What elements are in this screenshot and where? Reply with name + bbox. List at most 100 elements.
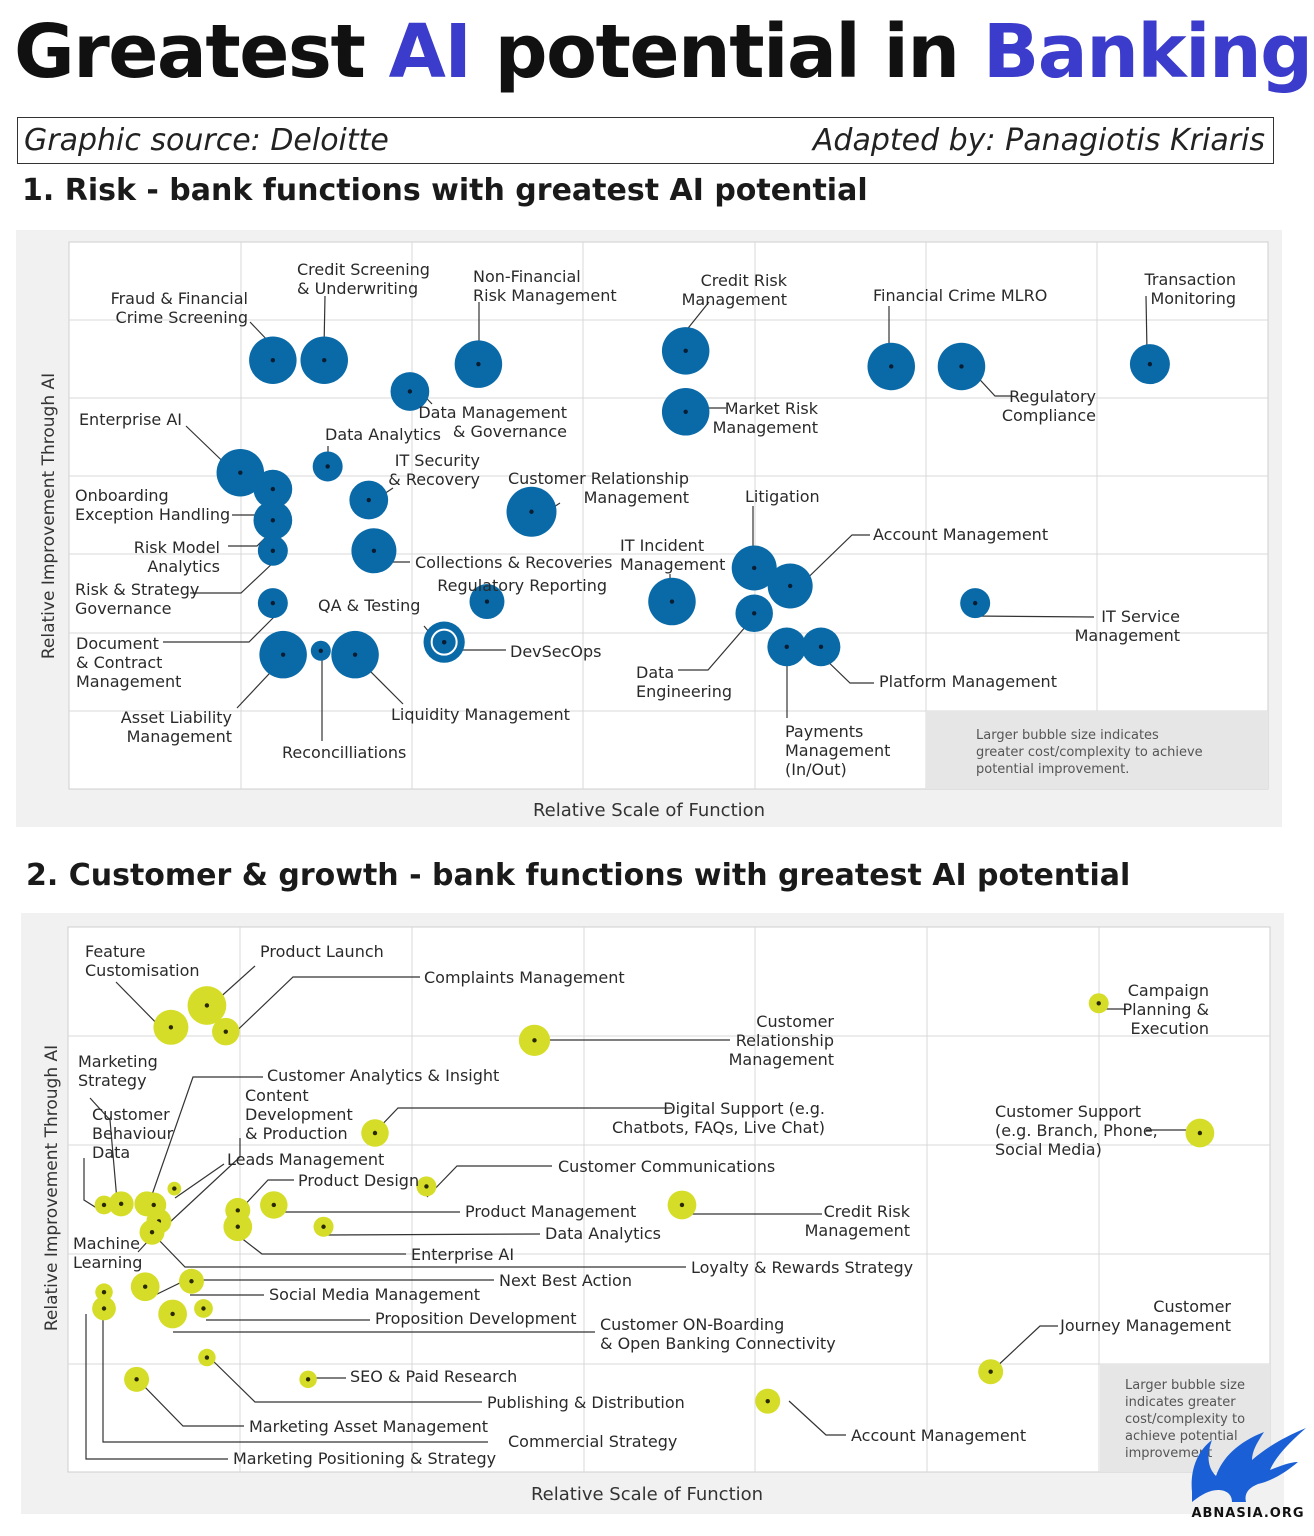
bubble-center-dot	[988, 1369, 993, 1374]
bubble-center-dot	[372, 1130, 378, 1136]
adapted-by: Adapted by: Panagiotis Kriaris	[812, 123, 1265, 158]
label-account-management: Account Management	[873, 525, 1048, 544]
leader-line	[190, 560, 276, 594]
bubble-center-dot	[189, 1279, 194, 1284]
bubble-center-dot	[752, 565, 757, 571]
bubble-size-note: Larger bubble size indicates greater cost/…	[1125, 1378, 1245, 1461]
bubble-center-dot	[366, 497, 371, 503]
label-machine-learning: Machine Learning	[73, 1234, 142, 1272]
label-onboarding-exception-handling: Onboarding Exception Handling	[75, 486, 230, 524]
y-axis-label: Relative Improvement Through AI	[39, 373, 59, 659]
label-proposition-development: Proposition Development	[375, 1309, 577, 1328]
bubble-center-dot	[818, 644, 824, 650]
leader-line	[205, 1353, 482, 1403]
label-publishing-distribution: Publishing & Distribution	[487, 1393, 685, 1412]
bubble-center-dot	[170, 1311, 175, 1317]
bubble-center-dot	[305, 1377, 311, 1382]
bubble-center-dot	[270, 518, 276, 523]
label-risk-model-analytics: Risk Model Analytics	[134, 538, 220, 576]
label-payments-management-in-out: Payments Management (In/Out)	[785, 722, 890, 779]
bubble-center-dot	[238, 470, 243, 475]
bubble-center-dot	[280, 652, 286, 657]
label-customer-relationship-management: Customer Relationship Management	[729, 1012, 835, 1069]
bubble-center-dot	[204, 1355, 210, 1360]
abnasia-logo: ABNASIA.ORG	[1191, 1428, 1306, 1520]
leader-line	[85, 1314, 228, 1460]
label-customer-relationship-management: Customer Relationship Management	[508, 469, 689, 507]
main-title: Greatest AI potential in Banking	[14, 9, 1313, 95]
leader-line	[788, 1400, 846, 1436]
label-financial-crime-mlro: Financial Crime MLRO	[873, 286, 1047, 305]
bubble-size-note: Larger bubble size indicates greater cost…	[976, 728, 1203, 777]
bubble-center-dot	[168, 1025, 174, 1030]
label-next-best-action: Next Best Action	[499, 1271, 632, 1290]
leader-line	[992, 1325, 1058, 1371]
label-regulatory-compliance: Regulatory Compliance	[1002, 387, 1096, 425]
risk-section-heading: 1. Risk - bank functions with greatest A…	[22, 173, 868, 208]
bubble-center-dot	[1197, 1130, 1203, 1136]
bubble-center-dot	[270, 548, 276, 553]
risk-bubble-chart: Larger bubble size indicates greater cost…	[16, 230, 1282, 827]
label-liquidity-management: Liquidity Management	[391, 705, 570, 724]
bubble-center-dot	[679, 1202, 685, 1208]
label-customer-support-e-g-branch-phone-social-media: Customer Support (e.g. Branch, Phone, Soci…	[995, 1102, 1158, 1159]
bubble-center-dot	[407, 389, 413, 394]
label-data-analytics: Data Analytics	[545, 1224, 661, 1243]
leader-line	[224, 976, 420, 1043]
bubble-center-dot	[889, 364, 894, 369]
bubble-center-dot	[101, 1306, 107, 1311]
x-axis-label: Relative Scale of Function	[531, 1484, 763, 1505]
label-market-risk-management: Market Risk Management	[713, 399, 819, 437]
bubble-center-dot	[204, 1003, 210, 1008]
bubble-center-dot	[151, 1202, 156, 1208]
label-customer-behaviour-data: Customer Behaviour Data	[92, 1105, 174, 1162]
label-customer-communications: Customer Communications	[558, 1157, 775, 1176]
label-non-financial-risk-management: Non-Financial Risk Management	[473, 267, 617, 305]
bubble-center-dot	[235, 1224, 240, 1229]
label-data-analytics: Data Analytics	[325, 425, 441, 444]
bubble-center-dot	[424, 1184, 429, 1189]
bubble-center-dot	[318, 648, 324, 653]
label-customer-on-boarding-open-banking-connectivity: Customer ON-Boarding & Open Banking Conne…	[600, 1315, 836, 1353]
label-data-management-governance: Data Management & Governance	[418, 403, 567, 441]
label-litigation: Litigation	[745, 487, 820, 506]
label-credit-risk-management: Credit Risk Management	[805, 1202, 911, 1240]
x-axis-label: Relative Scale of Function	[533, 800, 765, 821]
label-enterprise-ai: Enterprise AI	[79, 410, 182, 429]
bubble-center-dot	[321, 1224, 326, 1229]
leader-line	[137, 1379, 244, 1427]
label-product-management: Product Management	[465, 1202, 636, 1221]
leader-line	[89, 1097, 119, 1213]
graphic-source: Graphic source: Deloitte	[24, 123, 389, 158]
label-marketing-strategy: Marketing Strategy	[78, 1052, 158, 1090]
bubble-center-dot	[484, 599, 490, 604]
leader-line	[239, 1179, 294, 1211]
leader-line	[163, 616, 275, 643]
label-product-design: Product Design	[298, 1171, 419, 1190]
label-collections-recoveries: Collections & Recoveries	[415, 553, 612, 572]
bubble-center-dot	[371, 548, 377, 553]
label-reconcilliations: Reconcilliations	[282, 743, 406, 762]
leader-line	[1145, 295, 1148, 353]
label-marketing-asset-management: Marketing Asset Management	[249, 1417, 488, 1436]
bubble-center-dot	[787, 583, 793, 589]
leader-line	[678, 617, 754, 671]
leader-line	[324, 1233, 541, 1236]
label-leads-management: Leads Management	[227, 1150, 384, 1169]
bubble-center-dot	[142, 1284, 148, 1289]
bubble-center-dot	[683, 409, 688, 414]
label-campaign-planning-execution: Campaign Planning & Execution	[1123, 981, 1209, 1038]
label-commercial-strategy: Commercial Strategy	[508, 1432, 677, 1451]
bubble-center-dot	[235, 1208, 240, 1213]
label-credit-screening-underwriting: Credit Screening & Underwriting	[297, 260, 430, 298]
bubble-center-dot	[149, 1230, 155, 1235]
label-customer-journey-management: Customer Journey Management	[1059, 1297, 1231, 1335]
leader-line	[154, 1235, 686, 1268]
leader-line	[971, 615, 1095, 618]
bubble-center-dot	[476, 361, 481, 367]
bubble-center-dot	[101, 1289, 107, 1295]
logo-text: ABNASIA.ORG	[1191, 1506, 1304, 1520]
bubble-center-dot	[532, 1038, 537, 1043]
bubble-center-dot	[959, 364, 964, 369]
bubble-center-dot	[325, 464, 330, 469]
